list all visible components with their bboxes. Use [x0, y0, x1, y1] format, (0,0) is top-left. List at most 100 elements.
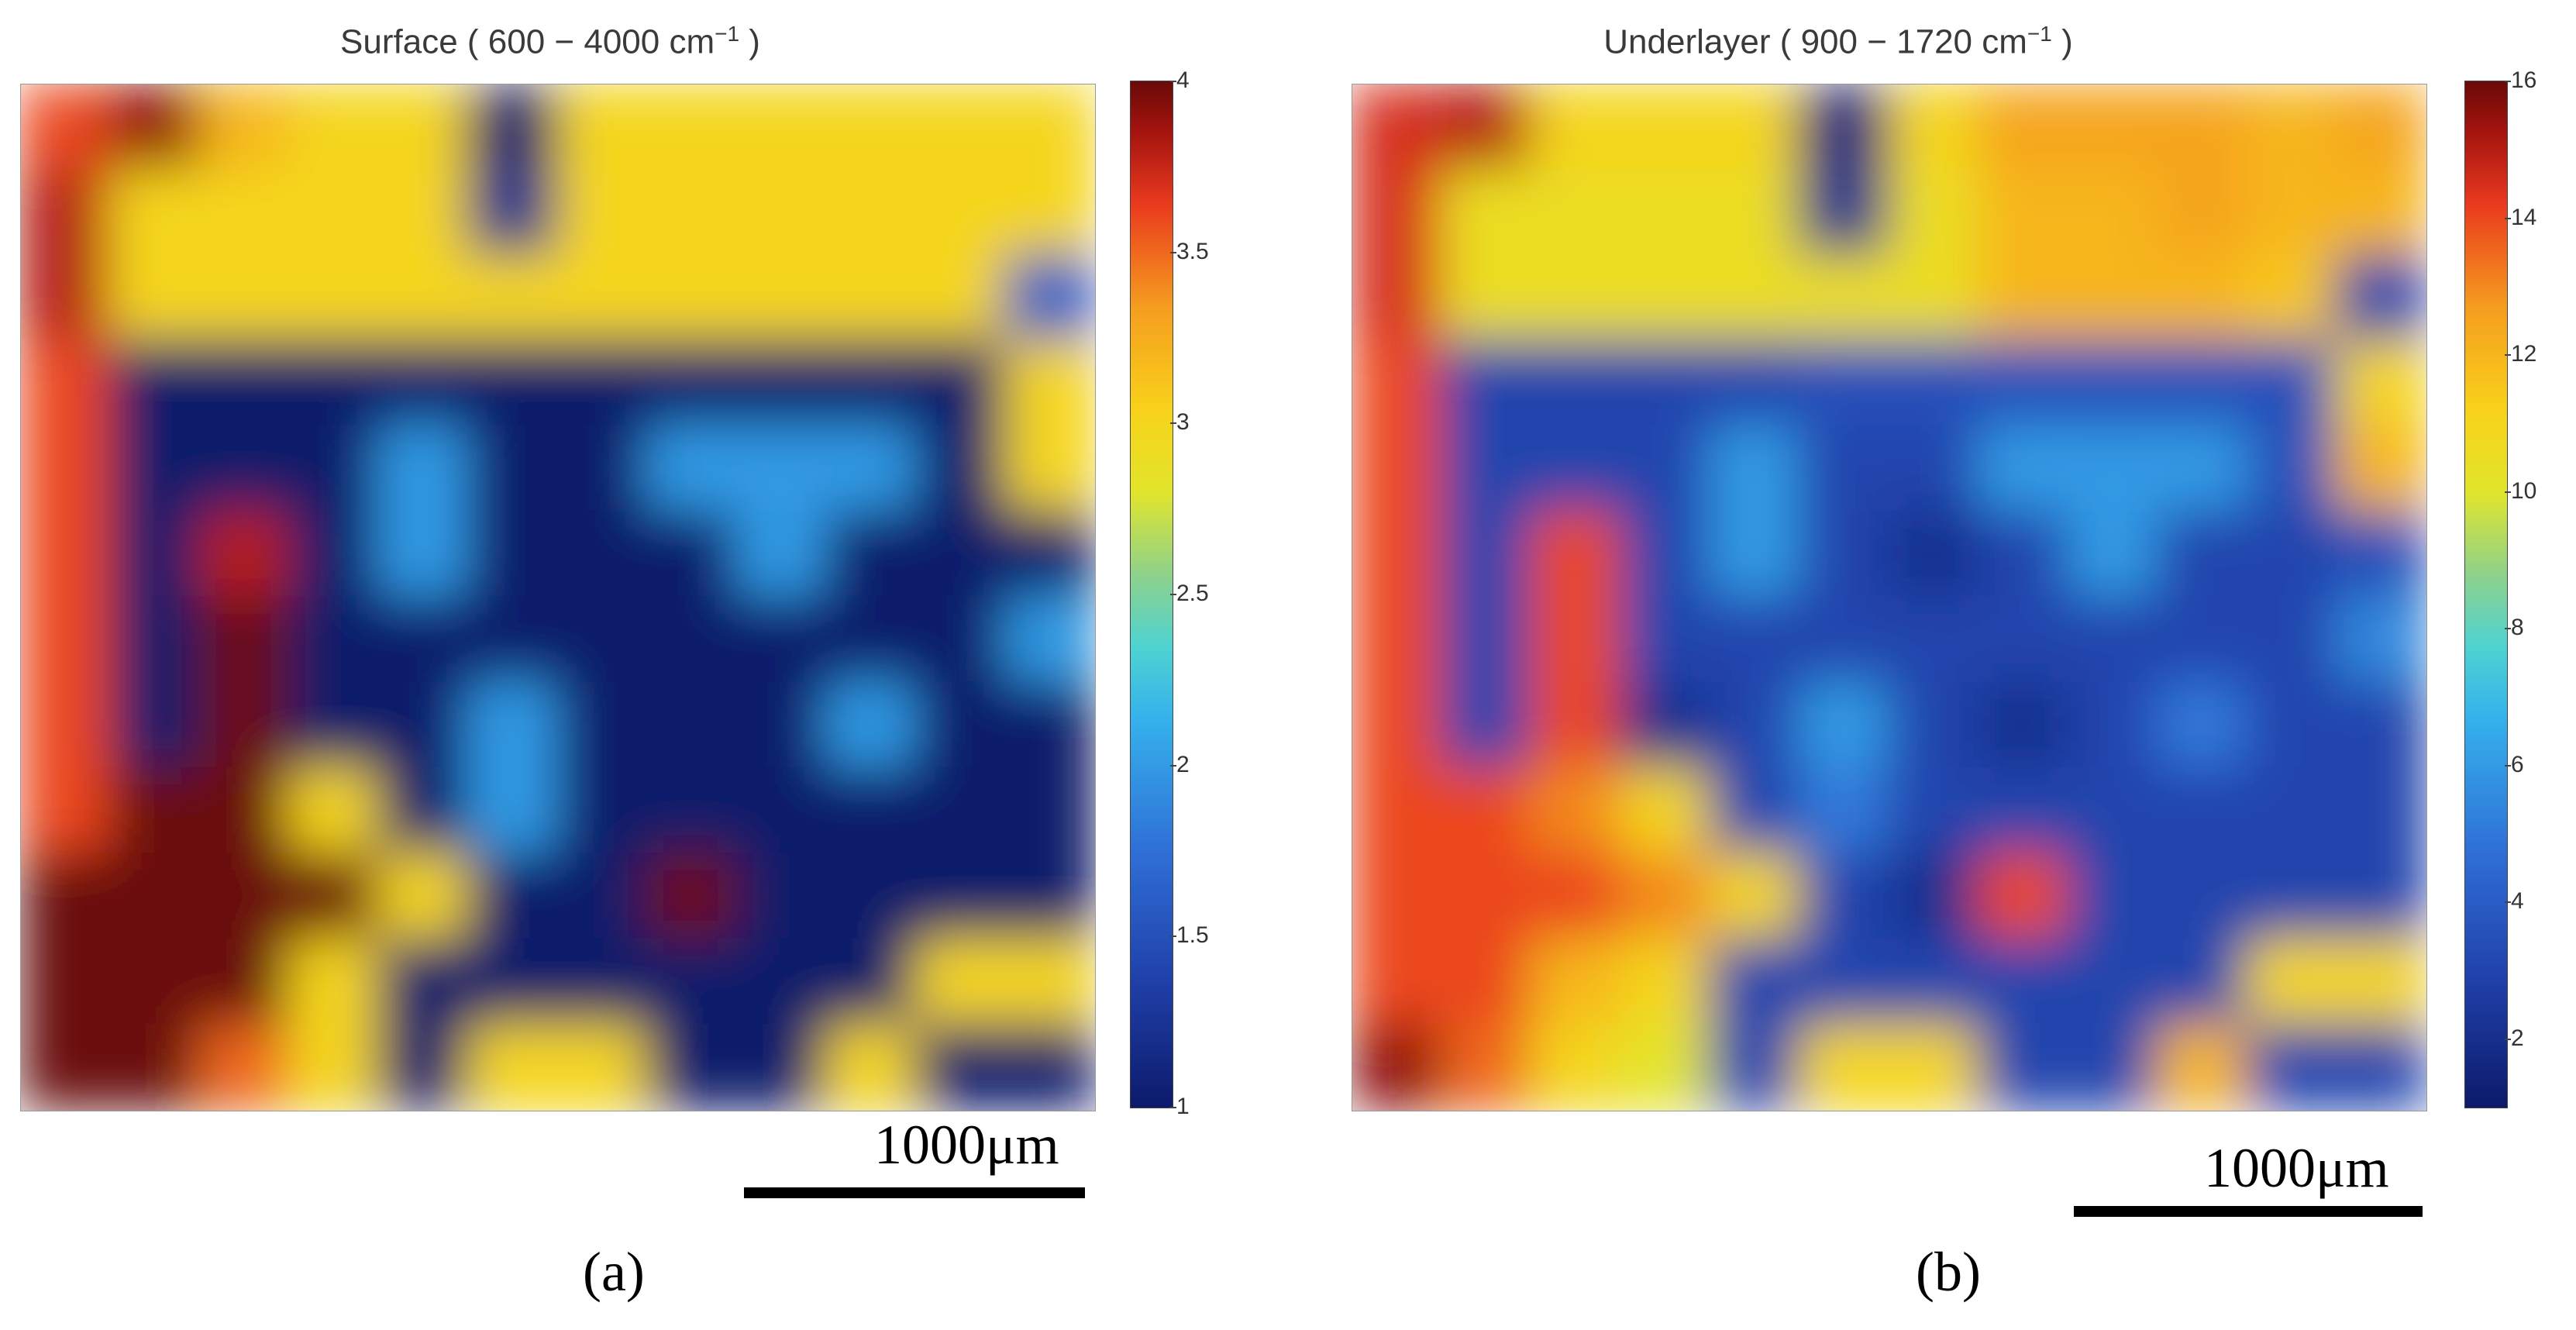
heatmap-cell — [467, 1023, 560, 1111]
heatmap-cell — [1977, 938, 2070, 1027]
heatmap-cell — [1004, 253, 1095, 343]
heatmap-cell — [2067, 253, 2160, 343]
heatmap-cell — [556, 1023, 649, 1111]
heatmap-cell — [2156, 253, 2249, 343]
heatmap-cell — [646, 596, 739, 685]
heatmap-cell — [1352, 425, 1444, 514]
heatmap-cell — [288, 253, 381, 343]
heatmap-cell — [198, 510, 291, 599]
heatmap-cell — [1888, 510, 1981, 599]
colorbar-tick-label: 8 — [2505, 615, 2524, 641]
heatmap-cell — [288, 938, 381, 1027]
heatmap-cell — [2156, 938, 2249, 1027]
colorbar-tick-label: 1.5 — [1170, 922, 1209, 949]
colorbar-tick-label: 2 — [1170, 751, 1190, 777]
heatmap-cell — [377, 938, 470, 1027]
heatmap-cell — [2067, 767, 2160, 856]
heatmap-cell — [21, 253, 112, 343]
heatmap-cell — [1352, 339, 1444, 429]
heatmap-cell — [108, 767, 201, 856]
heatmap-cell — [288, 425, 381, 514]
heatmap-cell — [1530, 425, 1623, 514]
heatmap-cell — [1798, 681, 1891, 770]
heatmap-cell — [1619, 853, 1712, 942]
heatmap-cell — [1798, 84, 1891, 172]
heatmap-cell — [2335, 853, 2426, 942]
heatmap-cell — [556, 853, 649, 942]
heatmap-cell — [1798, 168, 1891, 257]
heatmap-cell — [377, 1023, 470, 1111]
heatmap-cell — [108, 853, 201, 942]
heatmap-cell — [1004, 596, 1095, 685]
heatmap-cell — [1619, 425, 1712, 514]
heatmap-cell — [825, 853, 918, 942]
heatmap-cell — [914, 510, 1007, 599]
heatmap-cell — [1888, 1023, 1981, 1111]
heatmap-cell — [1977, 510, 2070, 599]
heatmap-cell — [467, 767, 560, 856]
heatmap-cell — [2246, 767, 2339, 856]
heatmap-cell — [2335, 938, 2426, 1027]
heatmap-cell — [2335, 510, 2426, 599]
heatmap-cell — [1440, 1023, 1533, 1111]
heatmap-cell — [556, 339, 649, 429]
heatmap-cell — [735, 168, 828, 257]
heatmap-cell — [1977, 253, 2070, 343]
heatmap-cell — [1709, 339, 1802, 429]
heatmap-cell — [556, 168, 649, 257]
heatmap-cell — [1888, 681, 1981, 770]
heatmap-cell — [556, 84, 649, 172]
heatmap-cell — [1619, 938, 1712, 1027]
heatmap-cell — [1977, 853, 2070, 942]
heatmap-cell — [198, 596, 291, 685]
heatmap-cell — [646, 339, 739, 429]
heatmap-cell — [21, 339, 112, 429]
heatmap-cell — [556, 938, 649, 1027]
heatmap-cell — [1798, 1023, 1891, 1111]
heatmap-cell — [198, 767, 291, 856]
heatmap-cell — [914, 339, 1007, 429]
heatmap-cell — [377, 853, 470, 942]
panel-label: (a) — [583, 1241, 645, 1303]
heatmap-cell — [2156, 853, 2249, 942]
heatmap-cell — [914, 1023, 1007, 1111]
heatmap-cell — [1888, 425, 1981, 514]
heatmap-cell — [467, 253, 560, 343]
heatmap-cell — [1440, 853, 1533, 942]
heatmap-cell — [914, 168, 1007, 257]
heatmap-cell — [1709, 168, 1802, 257]
heatmap-cell — [2335, 84, 2426, 172]
heatmap-cell — [2156, 596, 2249, 685]
heatmap-cell — [1004, 425, 1095, 514]
heatmap-cell — [467, 510, 560, 599]
heatmap-cell — [198, 253, 291, 343]
heatmap-cell — [825, 510, 918, 599]
heatmap-cell — [1004, 339, 1095, 429]
heatmap-cell — [377, 84, 470, 172]
heatmap-cell — [556, 253, 649, 343]
heatmap-cell — [21, 938, 112, 1027]
heatmap-cell — [2335, 339, 2426, 429]
heatmap-cell — [1004, 681, 1095, 770]
heatmap-cell — [108, 168, 201, 257]
heatmap-cell — [377, 253, 470, 343]
heatmap-cell — [2067, 1023, 2160, 1111]
heatmap-cell — [2335, 767, 2426, 856]
heatmap-cell — [1530, 938, 1623, 1027]
heatmap-cell — [1977, 681, 2070, 770]
heatmap-cell — [21, 168, 112, 257]
heatmap-cell — [198, 84, 291, 172]
heatmap-cell — [1977, 84, 2070, 172]
heatmap-cell — [1619, 168, 1712, 257]
heatmap-cell — [1888, 938, 1981, 1027]
heatmap-cell — [914, 681, 1007, 770]
heatmap-cell — [1798, 253, 1891, 343]
heatmap-cell — [1888, 253, 1981, 343]
heatmap-cell — [2335, 596, 2426, 685]
heatmap-cell — [2156, 425, 2249, 514]
heatmap-cell — [198, 168, 291, 257]
heatmap-cell — [2246, 938, 2339, 1027]
heatmap-cell — [556, 425, 649, 514]
heatmap-cell — [1888, 596, 1981, 685]
heatmap-cell — [108, 1023, 201, 1111]
